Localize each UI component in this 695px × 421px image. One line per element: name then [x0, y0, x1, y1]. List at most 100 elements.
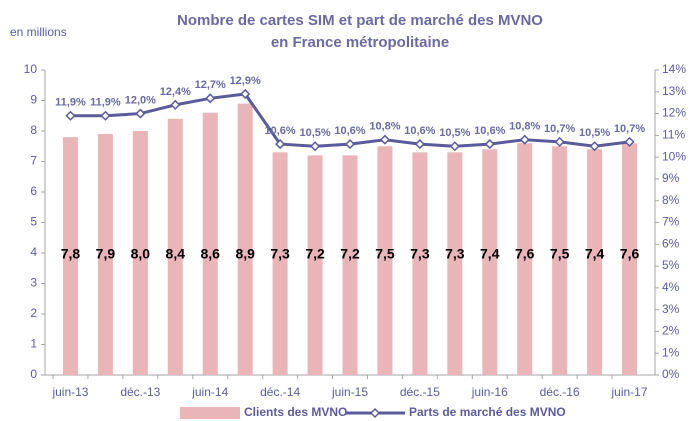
y2-tick-label: 6% — [662, 236, 680, 250]
bar-value-label: 7,2 — [340, 246, 360, 262]
y-tick-label: 10 — [24, 62, 38, 76]
bar — [587, 149, 603, 375]
bar — [237, 103, 253, 376]
line-value-label: 10,6% — [334, 125, 365, 137]
y2-tick-label: 1% — [662, 345, 680, 359]
y2-tick-label: 10% — [662, 149, 686, 163]
y2-tick-label: 9% — [662, 171, 680, 185]
bar-value-label: 7,5 — [550, 246, 570, 262]
bar — [167, 118, 183, 376]
line-marker — [484, 139, 495, 150]
line-value-label: 10,7% — [614, 123, 645, 135]
bar — [342, 155, 358, 375]
line-marker — [624, 136, 635, 147]
x-tick-label: déc.-14 — [260, 385, 300, 399]
bar — [377, 146, 393, 375]
bar-value-label: 7,3 — [270, 246, 290, 262]
x-tick-label: déc.-16 — [540, 385, 580, 399]
bar — [97, 134, 113, 375]
line-marker — [65, 110, 76, 121]
x-tick-label: juin-16 — [471, 385, 508, 399]
line-marker — [170, 99, 181, 110]
bar — [132, 131, 148, 375]
bar-value-label: 7,6 — [515, 246, 535, 262]
line-marker — [379, 134, 391, 145]
chart-title: en France métropolitaine — [271, 34, 449, 51]
y-tick-label: 1 — [30, 337, 37, 351]
y2-tick-label: 3% — [662, 302, 680, 316]
y-tick-label: 2 — [30, 306, 37, 320]
bar — [482, 149, 498, 375]
bar — [552, 146, 568, 375]
line-marker — [309, 141, 321, 152]
legend-swatch — [369, 407, 381, 419]
y-axis-label: en millions — [10, 25, 67, 39]
bar — [622, 143, 638, 375]
y2-tick-label: 5% — [662, 258, 680, 272]
line-marker — [519, 134, 530, 145]
line-marker — [344, 139, 356, 150]
line-value-label: 11,9% — [55, 97, 86, 109]
line-value-label: 10,8% — [509, 121, 540, 133]
bar-value-label: 7,4 — [480, 246, 500, 262]
bar-value-label: 8,6 — [201, 246, 221, 262]
line-value-label: 12,0% — [125, 94, 156, 106]
line-marker — [100, 110, 111, 121]
y2-tick-label: 11% — [662, 128, 685, 142]
line-value-label: 10,6% — [404, 125, 435, 137]
y2-tick-label: 7% — [662, 215, 680, 229]
x-tick-label: juin-15 — [331, 385, 368, 399]
legend-label: Clients des MVNO — [244, 405, 347, 419]
y2-tick-label: 13% — [662, 84, 686, 98]
bar — [412, 152, 428, 375]
line-marker — [205, 93, 216, 104]
y-tick-label: 0 — [30, 367, 37, 381]
line-value-label: 11,9% — [90, 97, 121, 109]
bar-value-label: 7,4 — [585, 246, 605, 262]
y-tick-label: 7 — [30, 154, 37, 168]
x-tick-label: juin-13 — [51, 385, 88, 399]
y-tick-label: 4 — [30, 245, 37, 259]
line-marker — [414, 139, 425, 150]
x-tick-label: juin-17 — [611, 385, 648, 399]
y2-tick-label: 4% — [662, 280, 680, 294]
bar — [307, 155, 323, 375]
bar-value-label: 7,3 — [445, 246, 465, 262]
x-tick-label: juin-14 — [191, 385, 228, 399]
bar — [62, 137, 78, 375]
line-value-label: 12,7% — [195, 79, 226, 91]
line-marker — [554, 136, 565, 147]
line-value-label: 10,5% — [579, 127, 610, 139]
bar-value-label: 7,9 — [96, 246, 116, 262]
y-tick-label: 3 — [30, 276, 37, 290]
y-tick-label: 9 — [30, 93, 37, 107]
bar-value-label: 8,4 — [166, 246, 186, 262]
line-value-label: 10,6% — [474, 125, 505, 137]
y-tick-label: 5 — [30, 215, 37, 229]
line-marker — [589, 141, 600, 152]
line-value-label: 10,5% — [439, 127, 470, 139]
legend-label: Parts de marché des MVNO — [409, 405, 566, 419]
bar-value-label: 8,0 — [131, 246, 151, 262]
line-value-label: 10,5% — [299, 127, 330, 139]
bar — [202, 112, 218, 375]
line-value-label: 10,6% — [265, 125, 296, 137]
bar-value-label: 7,5 — [375, 246, 395, 262]
line-marker — [135, 108, 146, 119]
line-value-label: 10,8% — [369, 121, 400, 133]
chart-title: Nombre de cartes SIM et part de marché d… — [177, 12, 543, 29]
bar-value-label: 7,6 — [620, 246, 640, 262]
y2-tick-label: 8% — [662, 193, 680, 207]
line-value-label: 12,4% — [160, 86, 191, 98]
line-marker — [449, 141, 460, 152]
y-tick-label: 8 — [30, 123, 37, 137]
x-tick-label: déc.-13 — [120, 385, 160, 399]
bar-value-label: 8,9 — [235, 246, 255, 262]
bar-value-label: 7,2 — [305, 246, 325, 262]
y2-tick-label: 0% — [662, 367, 680, 381]
y2-tick-label: 2% — [662, 324, 680, 338]
bar — [272, 152, 288, 375]
bar-value-label: 7,8 — [61, 246, 81, 262]
legend-swatch — [180, 407, 240, 419]
